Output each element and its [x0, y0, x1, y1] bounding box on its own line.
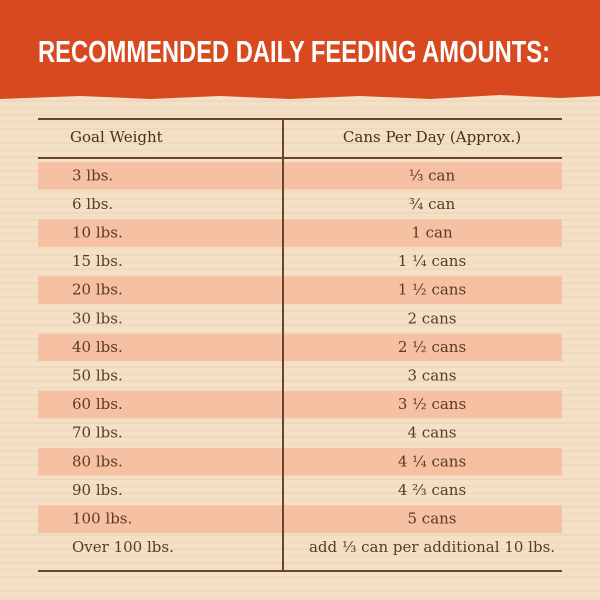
weight-cell: 60 lbs. — [72, 395, 123, 413]
cans-cell: add ⅓ can per additional 10 lbs. — [309, 538, 555, 556]
row-stripe — [38, 333, 562, 362]
cans-cell: 2 cans — [407, 309, 456, 327]
row-stripe — [38, 505, 562, 533]
cans-cell: 1 can — [411, 224, 453, 242]
weight-cell: Over 100 lbs. — [72, 538, 174, 556]
cans-cell: 1 ½ cans — [398, 281, 466, 299]
cans-cell: 2 ½ cans — [398, 338, 466, 356]
title: RECOMMENDED DAILY FEEDING AMOUNTS: — [38, 34, 550, 69]
weight-cell: 10 lbs. — [72, 224, 123, 242]
weight-cell: 3 lbs. — [72, 166, 113, 184]
header-band — [0, 0, 600, 99]
cans-cell: 4 cans — [407, 424, 456, 442]
row-stripe — [38, 390, 562, 419]
row-stripe — [38, 448, 562, 476]
weight-cell: 6 lbs. — [72, 195, 113, 213]
cans-cell: 3 cans — [407, 367, 456, 385]
weight-cell: 100 lbs. — [72, 510, 132, 528]
cans-cell: 5 cans — [407, 510, 456, 528]
weight-cell: 70 lbs. — [72, 424, 123, 442]
column-header: Cans Per Day (Approx.) — [343, 128, 521, 146]
cans-cell: 1 ¼ cans — [398, 252, 466, 270]
weight-cell: 30 lbs. — [72, 309, 123, 327]
weight-cell: 20 lbs. — [72, 281, 123, 299]
row-stripe — [38, 276, 562, 304]
column-header: Goal Weight — [70, 128, 163, 146]
weight-cell: 90 lbs. — [72, 481, 123, 499]
weight-cell: 40 lbs. — [72, 338, 123, 356]
cans-cell: 3 ½ cans — [398, 395, 466, 413]
row-stripe — [38, 162, 562, 190]
weight-cell: 50 lbs. — [72, 367, 123, 385]
cans-cell: 4 ¼ cans — [398, 452, 466, 470]
weight-cell: 15 lbs. — [72, 252, 123, 270]
row-stripe — [38, 219, 562, 247]
cans-cell: 4 ⅔ cans — [398, 481, 466, 499]
weight-cell: 80 lbs. — [72, 452, 123, 470]
cans-cell: ⅓ can — [409, 166, 456, 184]
cans-cell: ¾ can — [409, 195, 456, 213]
